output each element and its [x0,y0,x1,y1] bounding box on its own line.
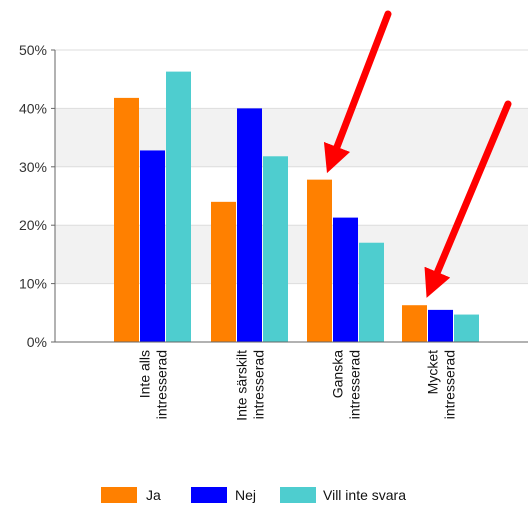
annotation-arrow-1 [323,10,392,174]
category-label-line: Ganska [330,350,346,398]
category-label: Inte alls intresserad [137,350,170,419]
category-label-line: intresserad [154,350,170,419]
category-label-line: Inte alls [137,350,153,398]
annotation-arrow-2 [424,100,512,298]
category-label-line: intresserad [442,350,458,419]
bar-ja-2 [307,179,332,342]
category-label: Inte särskilt intresserad [234,350,267,421]
legend-swatch-vill-inte-svara [280,487,316,503]
bar-ja-0 [114,97,139,342]
category-label-line: intresserad [251,350,267,419]
bar-nej-2 [333,217,358,342]
category-label-line: Inte särskilt [234,350,250,421]
bar-nej-3 [428,309,453,342]
bar-vill-inte-svara-0 [166,71,191,342]
category-label: Mycket intresserad [425,350,458,419]
legend-label: Ja [146,487,161,503]
legend-label: Vill inte svara [323,487,406,503]
category-label-line: intresserad [347,350,363,419]
y-tick-label: 0% [27,334,47,350]
legend-label: Nej [235,487,256,503]
bar-vill-inte-svara-3 [454,314,479,342]
bar-vill-inte-svara-1 [263,156,288,342]
bar-nej-0 [140,150,165,342]
y-tick-label: 10% [19,276,47,292]
bar-nej-1 [237,108,262,343]
legend-swatch-ja [101,487,137,503]
bar-vill-inte-svara-2 [359,242,384,342]
category-label: Ganska intresserad [330,350,363,419]
y-tick-label: 40% [19,100,47,116]
y-tick-label: 20% [19,217,47,233]
bar-ja-3 [402,305,427,342]
bar-ja-1 [211,201,236,342]
legend-swatch-nej [191,487,227,503]
category-label-line: Mycket [425,350,441,394]
y-tick-label: 50% [19,42,47,58]
y-tick-label: 30% [19,159,47,175]
